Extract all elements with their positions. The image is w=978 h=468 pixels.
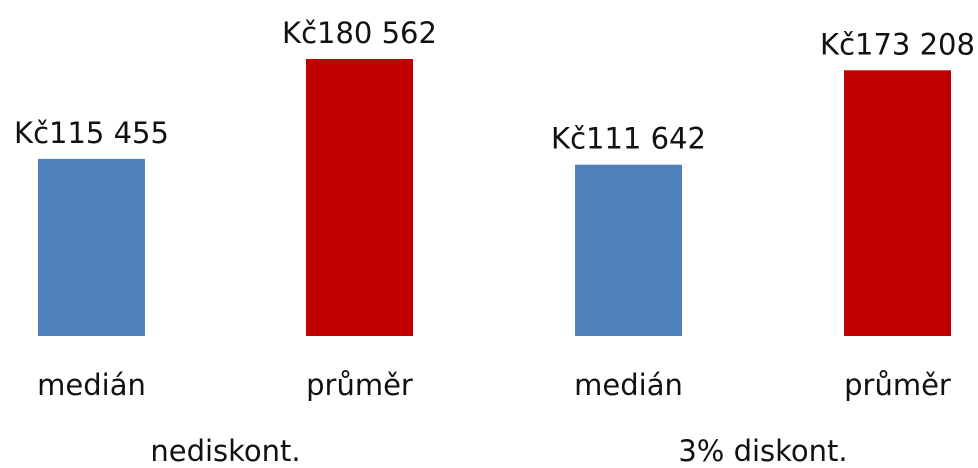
value-label-0-1: Kč180 562 (282, 16, 437, 50)
value-label-1-0: Kč111 642 (551, 122, 706, 156)
category-label-1-1: průměr (844, 368, 951, 402)
category-label-1-0: medián (574, 368, 683, 402)
bar-0-0 (38, 158, 145, 336)
bars-layer (38, 59, 951, 336)
group-labels-layer: nediskont. 3% diskont. (150, 434, 847, 468)
group-label-0: nediskont. (150, 434, 300, 468)
bar-1-1 (844, 70, 951, 336)
bar-1-0 (575, 164, 682, 336)
category-label-0-1: průměr (306, 368, 413, 402)
value-label-1-1: Kč173 208 (820, 27, 975, 61)
category-label-0-0: medián (37, 368, 146, 402)
category-labels-layer: medián průměr medián průměr (37, 368, 951, 402)
bar-0-1 (306, 59, 413, 336)
value-label-0-0: Kč115 455 (14, 116, 169, 150)
value-labels-layer: Kč115 455 Kč180 562 Kč111 642 Kč173 208 (14, 16, 975, 156)
group-label-1: 3% diskont. (678, 434, 847, 468)
